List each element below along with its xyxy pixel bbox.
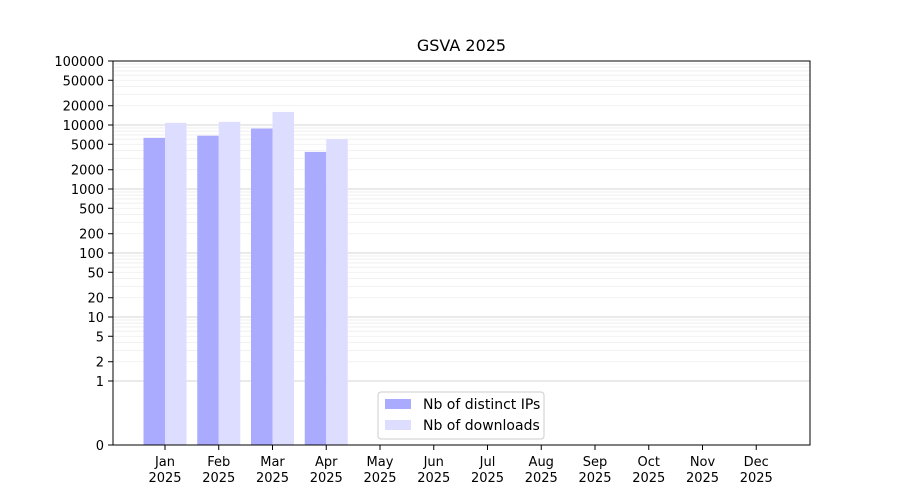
x-tick-label-month: Jan — [154, 455, 175, 470]
y-tick-label: 2 — [96, 356, 104, 371]
y-tick-label: 50 — [87, 266, 104, 281]
x-tick-label-year: 2025 — [417, 471, 450, 486]
x-tick-label-year: 2025 — [363, 471, 396, 486]
x-tick-label-year: 2025 — [632, 471, 665, 486]
chart-title: GSVA 2025 — [417, 36, 506, 55]
y-tick-label: 0 — [96, 439, 104, 454]
y-tick-label: 500 — [79, 202, 104, 217]
y-tick-label: 100 — [79, 247, 104, 262]
y-tick-label: 20 — [87, 292, 104, 307]
y-tick-label: 50000 — [63, 74, 104, 89]
bars — [143, 111, 348, 446]
x-tick-label-month: Dec — [744, 455, 769, 470]
bar — [218, 121, 241, 446]
x-tick-label-month: Jun — [423, 455, 444, 470]
x-tick-label-year: 2025 — [148, 471, 181, 486]
bar — [143, 137, 165, 445]
y-tick-label: 100000 — [54, 55, 104, 70]
x-tick-label-month: Oct — [638, 455, 660, 470]
x-tick-label-month: Aug — [529, 455, 554, 470]
x-tick-label-year: 2025 — [256, 471, 289, 486]
x-tick-label-month: May — [367, 455, 394, 470]
legend-label-distinct-ips: Nb of distinct IPs — [423, 397, 540, 413]
x-axis: Jan2025Feb2025Mar2025Apr2025May2025Jun20… — [148, 445, 773, 486]
x-tick-label-year: 2025 — [686, 471, 719, 486]
x-tick-label-year: 2025 — [471, 471, 504, 486]
x-tick-label-year: 2025 — [525, 471, 558, 486]
bar — [326, 139, 348, 446]
x-tick-label-month: Jul — [479, 455, 496, 470]
legend-swatch-downloads — [385, 420, 411, 430]
bar — [272, 111, 294, 446]
legend-swatch-distinct-ips — [385, 399, 411, 409]
y-tick-label: 1 — [96, 375, 104, 390]
legend-label-downloads: Nb of downloads — [423, 418, 540, 434]
y-tick-label: 2000 — [71, 164, 104, 179]
x-tick-label-month: Nov — [690, 455, 716, 470]
y-tick-label: 200 — [79, 228, 104, 243]
x-tick-label-month: Apr — [315, 455, 338, 470]
x-tick-label-month: Feb — [207, 455, 230, 470]
x-tick-label-year: 2025 — [740, 471, 773, 486]
y-axis: 0 1 2 5 10 20 50 100 200 500 1000 2000 5000 10000 2000… — [54, 55, 113, 454]
y-tick-label: 10 — [87, 311, 104, 326]
y-tick-label: 5000 — [71, 138, 104, 153]
y-tick-label: 20000 — [63, 100, 104, 115]
x-tick-label-month: Mar — [260, 455, 285, 470]
bar — [165, 122, 187, 446]
x-tick-label-month: Sep — [583, 455, 608, 470]
bar — [197, 135, 219, 446]
x-tick-label-year: 2025 — [310, 471, 343, 486]
y-tick-label: 10000 — [63, 119, 104, 134]
legend-box — [377, 391, 545, 440]
y-tick-label: 1000 — [71, 183, 104, 198]
bar — [251, 128, 273, 446]
bar — [304, 151, 327, 445]
y-tick-label: 5 — [96, 330, 104, 345]
x-tick-label-year: 2025 — [202, 471, 235, 486]
legend: Nb of distinct IPs Nb of downloads — [377, 391, 545, 440]
x-tick-label-year: 2025 — [578, 471, 611, 486]
